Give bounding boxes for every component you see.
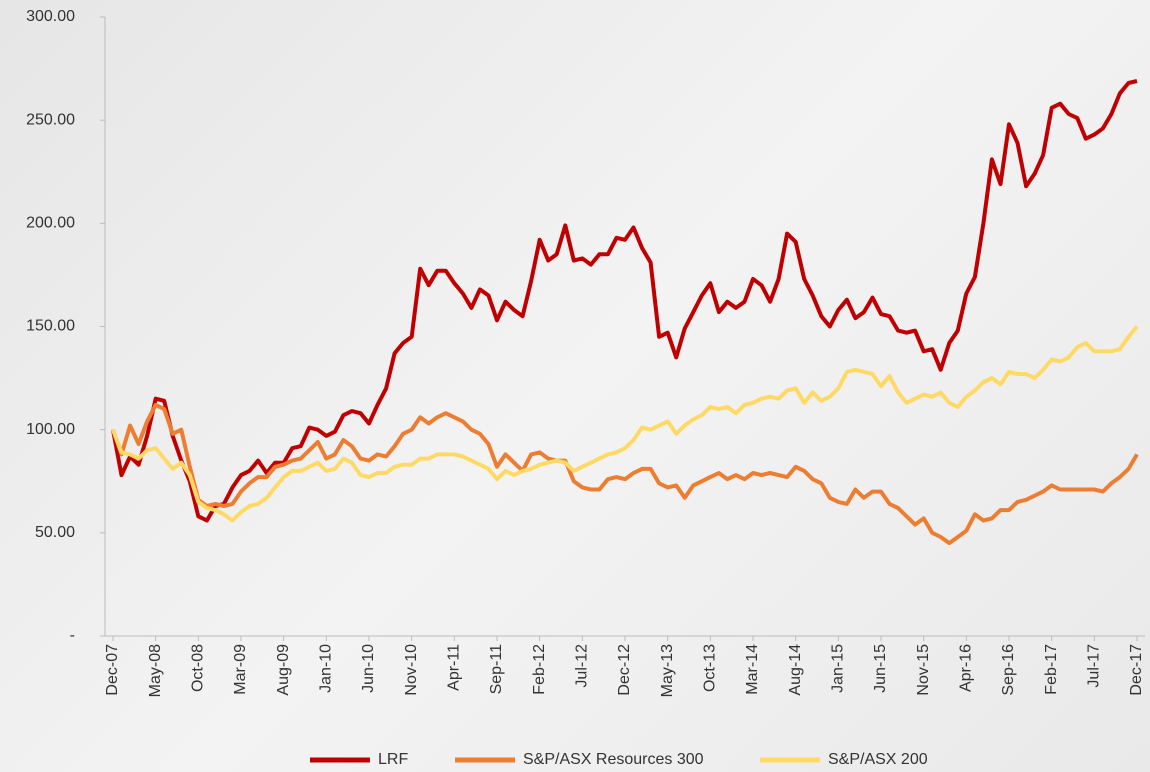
legend-label: LRF [378,751,408,768]
x-tick-label: Nov-10 [403,644,420,696]
x-tick-label: Jan-10 [318,644,335,693]
series-line [111,79,1138,523]
y-tick-label: 300.00 [26,8,75,25]
x-tick-label: Jul-12 [574,644,591,688]
x-tick-label: Oct-08 [190,644,207,692]
x-tick-label: Mar-09 [232,644,249,695]
x-tick-label: Dec-07 [104,644,121,696]
x-tick-label: Jul-17 [1086,644,1103,688]
x-tick-label: Aug-09 [275,644,292,696]
legend-label: S&P/ASX Resources 300 [523,751,704,768]
series-line [111,325,1139,523]
x-tick-label: Feb-17 [1043,644,1060,695]
x-tick-label: May-13 [659,644,676,697]
y-tick-label: - [70,627,75,644]
x-tick-label: Aug-14 [787,644,804,696]
y-tick-label: 100.00 [26,421,75,438]
y-tick-label: 250.00 [26,111,75,128]
y-tick-label: 200.00 [26,215,75,232]
series-line [111,402,1139,546]
x-tick-label: Sep-11 [488,644,505,695]
x-tick-label: Mar-14 [744,644,761,695]
x-tick-label: Apr-16 [958,644,975,692]
x-tick-label: Dec-12 [616,644,633,696]
x-tick-label: Nov-15 [915,644,932,696]
x-tick-label: Dec-17 [1128,644,1145,696]
x-tick-label: Jun-10 [360,644,377,693]
x-tick-label: May-08 [147,644,164,697]
x-tick-label: Jan-15 [830,644,847,693]
x-tick-label: Oct-13 [702,644,719,692]
x-tick-label: Feb-12 [531,644,548,695]
x-tick-label: Sep-16 [1000,644,1017,696]
x-tick-label: Apr-11 [446,644,463,691]
y-tick-label: 150.00 [26,318,75,335]
legend-label: S&P/ASX 200 [828,751,928,768]
y-tick-label: 50.00 [35,524,75,541]
x-tick-label: Jun-15 [872,644,889,693]
